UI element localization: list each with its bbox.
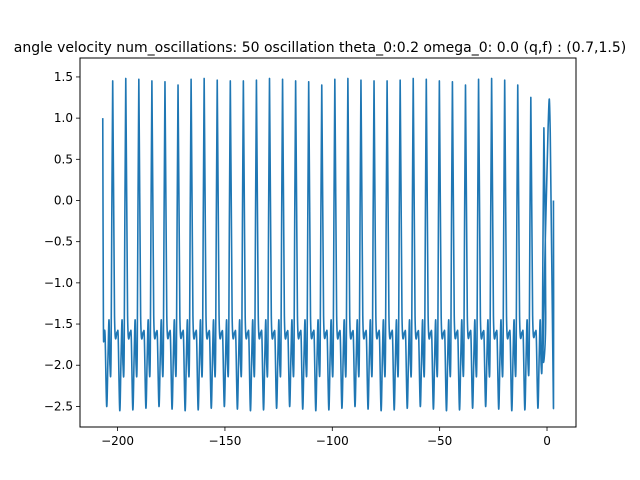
y-tick-label: −1.0 [44, 276, 73, 290]
x-tick-label: −150 [208, 434, 241, 448]
series-line [101, 77, 555, 412]
x-tick-label: 0 [543, 434, 551, 448]
y-tick-label: 1.5 [54, 70, 73, 84]
x-tick-label: −100 [316, 434, 349, 448]
y-tick-label: 0.5 [54, 152, 73, 166]
y-tick-label: 0.0 [54, 193, 73, 207]
y-tick-label: −2.5 [44, 399, 73, 413]
y-tick-label: 1.0 [54, 111, 73, 125]
plot-area: −200 −150 −100 −50 0 1.5 1.0 0.5 0.0 −0.5 −1.0 −1.… [44, 57, 577, 448]
y-axis: 1.5 1.0 0.5 0.0 −0.5 −1.0 −1.5 −2.0 −2.5 [44, 70, 80, 413]
x-tick-label: −200 [101, 434, 134, 448]
axes-frame [79, 57, 577, 428]
x-axis: −200 −150 −100 −50 0 [101, 427, 551, 448]
chart-title: angle velocity num_oscillations: 50 osci… [14, 40, 626, 56]
y-tick-label: −2.0 [44, 358, 73, 372]
series-layer [101, 77, 555, 412]
x-tick-label: −50 [427, 434, 452, 448]
y-tick-label: −1.5 [44, 317, 73, 331]
y-tick-label: −0.5 [44, 235, 73, 249]
